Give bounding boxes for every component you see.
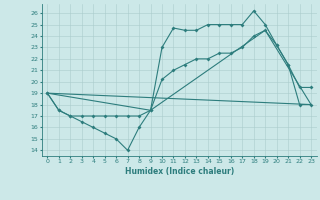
X-axis label: Humidex (Indice chaleur): Humidex (Indice chaleur) <box>124 167 234 176</box>
